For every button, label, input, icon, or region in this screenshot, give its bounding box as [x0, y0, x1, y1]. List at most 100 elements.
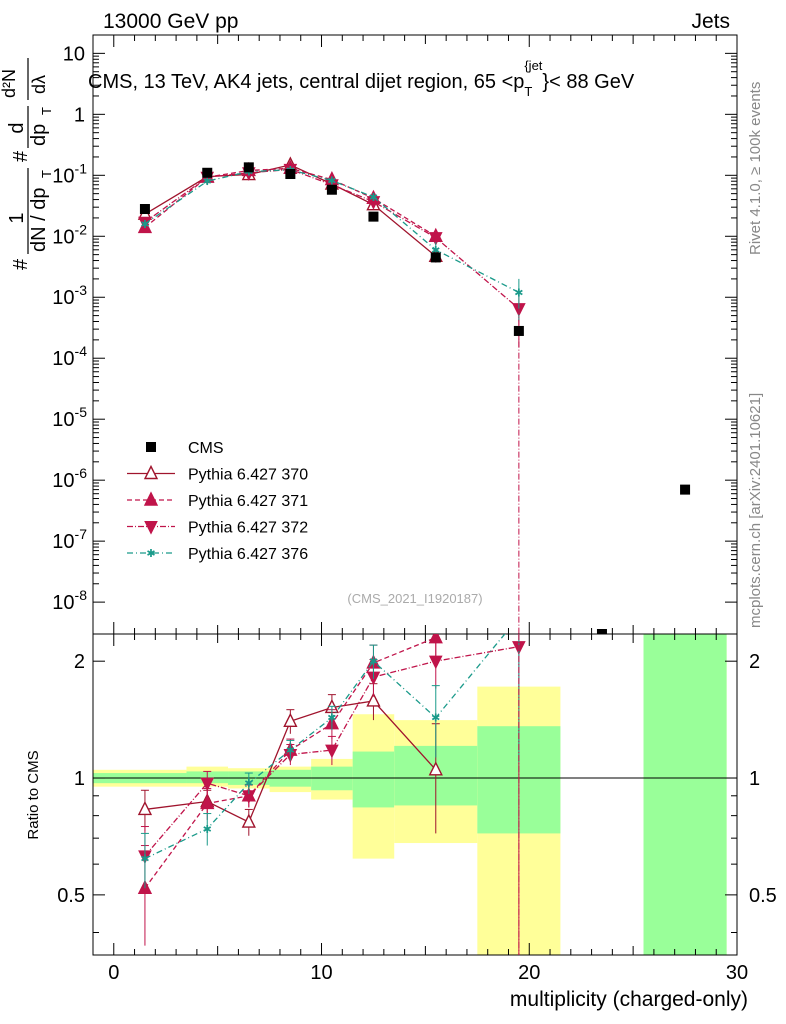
svg-text:T: T	[39, 107, 54, 115]
ratio-point: ✱	[140, 854, 149, 866]
svg-text:d: d	[6, 122, 28, 133]
svg-text:#: #	[10, 258, 32, 270]
x-tick-label: 20	[518, 962, 540, 984]
series-point: ✱	[203, 176, 212, 188]
ratio-point: ✱	[327, 713, 336, 725]
series-point: ✱	[244, 167, 253, 179]
band-green	[643, 634, 727, 955]
series-line	[144, 169, 520, 294]
y-tick-label: 10-1	[52, 160, 87, 187]
data-point	[243, 162, 254, 173]
legend-label: Pythia 6.427 376	[188, 546, 308, 563]
plot-title: CMS, 13 TeV, AK4 jets, central dijet reg…	[88, 58, 635, 99]
series-point: ✱	[327, 176, 336, 188]
x-tick-label: 0	[108, 962, 119, 984]
ratio-line	[144, 634, 506, 860]
data-point	[285, 169, 296, 180]
svg-text:1: 1	[6, 212, 28, 223]
series-point: ✱	[140, 219, 149, 231]
ratio-point: ✱	[369, 656, 378, 668]
data-point	[368, 211, 379, 222]
ratio-line	[144, 646, 519, 857]
ratio-tick-label: 0.5	[57, 885, 85, 907]
series-line	[144, 168, 520, 310]
ratio-point: ✱	[431, 713, 440, 725]
y-tick-label: 10-7	[52, 526, 87, 553]
y-tick-label: 10-5	[52, 404, 87, 431]
y-tick-label: 10	[63, 43, 85, 65]
legend-entry: Pythia 6.427 370	[127, 464, 308, 484]
svg-text:T: T	[39, 170, 54, 178]
legend-marker	[143, 464, 159, 480]
legend-label: CMS	[188, 440, 224, 457]
main-frame	[92, 34, 738, 635]
x-axis-label: multiplicity (charged-only)	[510, 988, 748, 1011]
main-data-points	[139, 162, 691, 634]
y-tick-label: 10-2	[52, 221, 87, 248]
legend-label: Pythia 6.427 371	[188, 493, 308, 510]
legend-marker: ✱	[146, 548, 155, 560]
ratio-point	[325, 744, 339, 759]
y-tick-label: 1	[74, 104, 85, 126]
ratio-frame	[92, 633, 738, 956]
y-tick-label: 10-8	[52, 587, 87, 614]
ratio-point	[366, 692, 381, 707]
data-point	[139, 204, 150, 215]
svg-text:dN / dp: dN / dp	[28, 188, 50, 252]
ratio-point	[428, 655, 443, 670]
data-point	[430, 252, 441, 263]
svg-text:#: #	[10, 150, 32, 162]
data-point	[202, 167, 213, 178]
svg-text:dp: dp	[28, 124, 50, 146]
svg-text:d²N: d²N	[0, 69, 19, 98]
data-point	[596, 629, 607, 634]
ratio-series: ✱✱✱✱✱✱✱✱	[137, 634, 526, 955]
ratio-point	[137, 800, 153, 816]
ratio-point	[283, 712, 298, 728]
series-point	[428, 232, 443, 246]
legend-entry: Pythia 6.427 371	[127, 491, 308, 510]
ratio-point	[428, 761, 443, 776]
legend-marker	[146, 442, 156, 452]
legend-entry: Pythia 6.427 372	[127, 520, 308, 537]
legend: CMS Pythia 6.427 370 Pythia 6.427 371 Pythi…	[127, 440, 308, 563]
axes: 0 10 20 30 10-8 10-7 10-6 10-5 10-4 10-3 10-2 10-1 1…	[52, 34, 777, 984]
legend-label: Pythia 6.427 370	[188, 467, 308, 484]
ratio-point	[200, 794, 215, 810]
ratio-point	[200, 777, 215, 792]
ratio-tick-label: 1	[74, 768, 85, 790]
ratio-tick-label: 2	[74, 651, 85, 673]
ratio-y-axis-label: Ratio to CMS	[25, 750, 42, 839]
y-tick-label: 10-4	[52, 343, 87, 370]
y-tick-label: 10-3	[52, 282, 87, 309]
legend-marker	[144, 521, 158, 535]
series-point: ✱	[431, 245, 440, 257]
legend-entry: ✱ Pythia 6.427 376	[127, 546, 308, 563]
analysis-watermark: (CMS_2021_I1920187)	[347, 591, 482, 606]
x-tick-label: 10	[310, 962, 332, 984]
ratio-tick-label-right: 2	[749, 651, 760, 673]
ratio-tick-label-right: 0.5	[749, 885, 777, 907]
ratio-point: ✱	[203, 824, 212, 836]
series-point: ✱	[514, 287, 523, 299]
data-point	[513, 325, 524, 336]
legend-marker	[143, 491, 159, 506]
ratio-point: ✱	[286, 745, 295, 757]
header-right: Jets	[691, 10, 730, 33]
data-points-clipped	[139, 162, 691, 634]
header-left: 13000 GeV pp	[103, 10, 238, 33]
series-point: ✱	[369, 192, 378, 204]
ratio-tick-label-right: 1	[749, 768, 760, 790]
x-tick-label: 30	[726, 962, 748, 984]
ratio-point: ✱	[244, 778, 253, 790]
y-tick-label: 10-6	[52, 465, 87, 492]
svg-text:dλ: dλ	[29, 75, 49, 94]
data-point	[326, 184, 337, 195]
y-axis-label: # 1 dN / dp T # d dp T d²N dλ	[0, 58, 54, 270]
side-label-top: Rivet 4.1.0, ≥ 100k events	[747, 82, 764, 255]
ratio-point	[241, 813, 256, 828]
band-green	[352, 751, 395, 808]
legend-label: Pythia 6.427 372	[188, 520, 308, 537]
side-label-bottom: mcplots.cern.ch [arXiv:2401.10621]	[747, 393, 764, 628]
